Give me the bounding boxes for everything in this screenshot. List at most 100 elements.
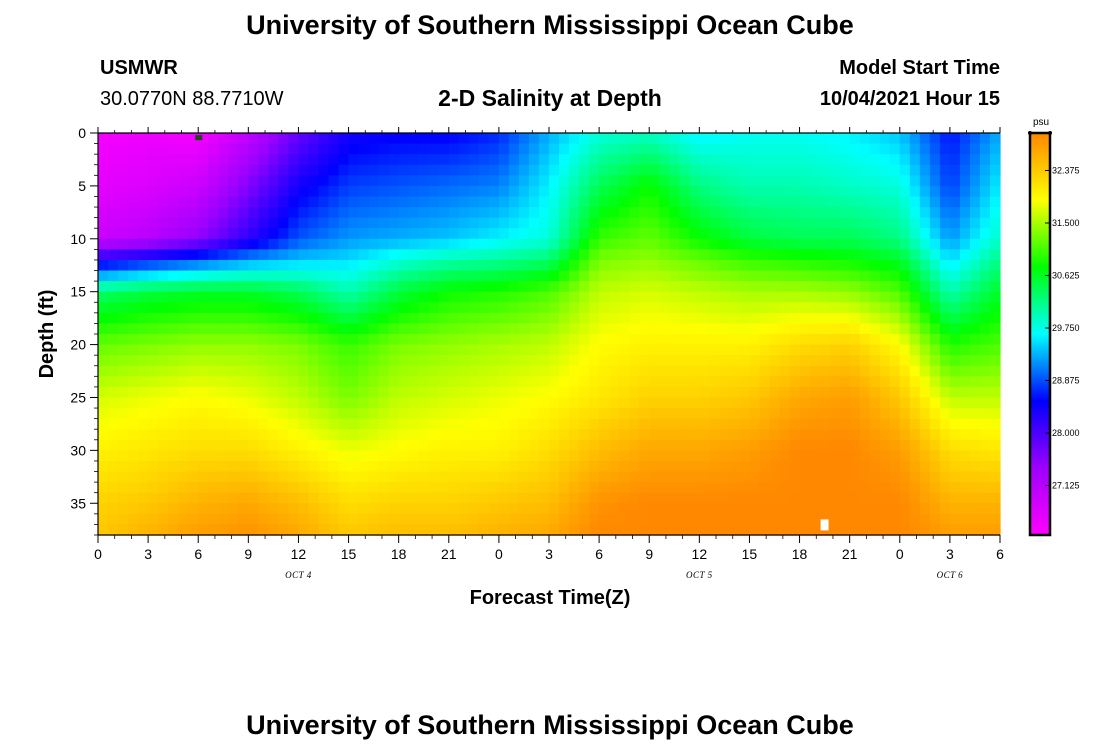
heatmap-cell [869,344,881,356]
heatmap-cell [959,408,971,420]
heatmap-cell [108,365,119,377]
heatmap-cell [949,196,961,208]
heatmap-cell [929,503,941,515]
heatmap-cell [929,408,941,420]
heatmap-cell [719,154,730,166]
heatmap-cell [909,513,921,526]
heatmap-cell [98,164,109,176]
heatmap-cell [118,408,129,420]
heatmap-cell [989,249,1001,261]
heatmap-cell [699,164,710,176]
heatmap-cell [298,143,310,155]
heatmap-cell [218,429,229,441]
heatmap-cell [238,217,249,229]
heatmap-cell [899,312,911,325]
heatmap-cell [849,418,861,430]
heatmap-cell [669,259,680,272]
heatmap-cell [699,365,710,377]
heatmap-cell [298,344,310,356]
heatmap-cell [569,281,580,293]
heatmap-cell [208,249,219,261]
heatmap-cell [388,492,400,504]
heatmap-cell [609,429,620,441]
heatmap-cell [879,524,891,536]
heatmap-cell [348,471,360,483]
heatmap-cell [699,249,710,261]
heatmap-cell [699,397,710,409]
heatmap-cell [809,312,821,325]
heatmap-cell [508,312,520,325]
heatmap-cell [749,460,761,473]
heatmap-cell [458,259,470,272]
heatmap-cell [789,482,801,494]
heatmap-cell [538,460,550,473]
heatmap-cell [328,376,340,388]
heatmap-cell [699,312,710,325]
heatmap-cell [729,302,741,314]
heatmap-cell [879,418,891,430]
heatmap-cell [659,154,670,166]
heatmap-cell [759,397,771,409]
heatmap-cell [679,323,690,335]
heatmap-cell [849,217,861,229]
heatmap-cell [669,207,680,219]
heatmap-cell [348,143,360,155]
heatmap-cell [969,238,981,250]
heatmap-cell [468,408,480,420]
heatmap-cell [589,429,600,441]
heatmap-cell [238,460,249,473]
heatmap-cell [448,386,460,399]
heatmap-cell [989,492,1001,504]
heatmap-cell [158,397,169,409]
heatmap-cell [468,259,480,272]
heatmap-cell [769,259,781,272]
heatmap-cell [108,238,119,250]
heatmap-cell [328,270,340,282]
heatmap-cell [238,355,249,367]
heatmap-cell [278,291,290,303]
heatmap-cell [979,376,991,388]
heatmap-cell [538,154,550,166]
heatmap-cell [448,524,460,536]
heatmap-cell [298,429,310,441]
heatmap-cell [789,524,801,536]
heatmap-cell [829,408,841,420]
heatmap-cell [458,397,470,409]
heatmap-cell [789,460,801,473]
heatmap-cell [599,259,610,272]
heatmap-cell [428,323,440,335]
heatmap-cell [989,418,1001,430]
heatmap-cell [198,429,209,441]
heatmap-cell [488,249,500,261]
heatmap-cell [508,482,520,494]
heatmap-cell [508,323,520,335]
heatmap-cell [438,513,450,526]
heatmap-cell [238,238,249,250]
heatmap-cell [468,397,480,409]
heatmap-cell [549,492,560,504]
heatmap-cell [679,513,690,526]
heatmap-cell [699,154,710,166]
heatmap-cell [579,418,590,430]
heatmap-cell [879,471,891,483]
heatmap-cell [579,482,590,494]
heatmap-cell [528,344,540,356]
marker-white [820,519,829,531]
heatmap-cell [108,228,119,240]
heatmap-cell [699,408,710,420]
heatmap-cell [919,355,931,367]
heatmap-cell [518,133,530,145]
heatmap-cell [949,450,961,462]
heatmap-cell [709,302,720,314]
heatmap-cell [769,344,781,356]
heatmap-cell [198,133,209,145]
heatmap-cell [268,207,279,219]
heatmap-cell [559,460,570,473]
heatmap-cell [248,249,259,261]
heatmap-cell [278,281,290,293]
heatmap-cell [298,471,310,483]
heatmap-cell [779,154,791,166]
heatmap-cell [609,259,620,272]
heatmap-cell [859,164,871,176]
heatmap-cell [288,376,300,388]
